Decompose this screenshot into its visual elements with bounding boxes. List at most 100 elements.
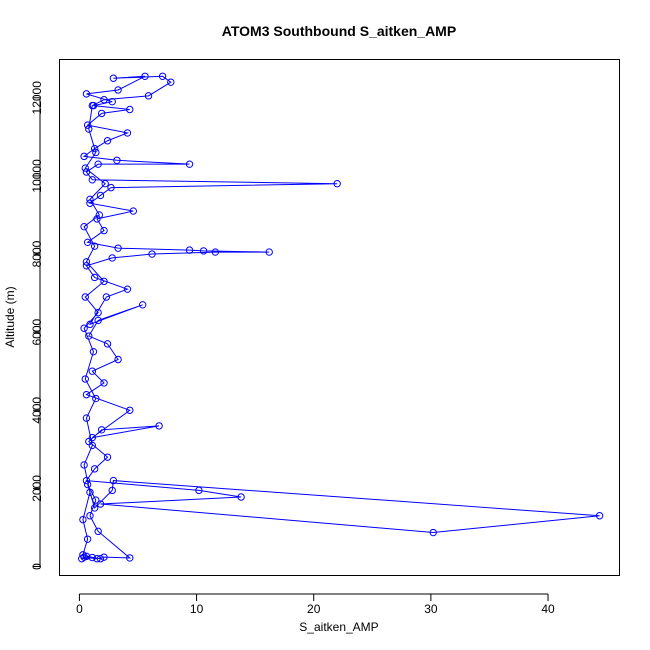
- x-tick-label: 30: [424, 602, 438, 616]
- data-point: [123, 285, 132, 293]
- data-point: [148, 250, 156, 258]
- data-point: [82, 390, 91, 399]
- data-point: [97, 426, 106, 434]
- data-point: [90, 242, 99, 250]
- x-axis-label: S_aitken_AMP: [299, 620, 378, 634]
- y-tick-label: 6000: [30, 318, 44, 345]
- data-point: [85, 332, 93, 340]
- data-point: [86, 320, 94, 329]
- x-tick-label: 10: [190, 602, 204, 616]
- data-point: [103, 340, 112, 348]
- data-point: [96, 191, 105, 200]
- data-point: [102, 293, 111, 301]
- data-point: [94, 160, 102, 168]
- data-point: [100, 277, 108, 286]
- data-point: [101, 180, 109, 188]
- data-point: [83, 238, 92, 247]
- data-point: [138, 301, 147, 309]
- data-point: [195, 486, 203, 495]
- data-point: [108, 97, 116, 106]
- data-point: [123, 129, 132, 137]
- chart-title: ATOM3 Southbound S_aitken_AMP: [222, 23, 456, 39]
- data-point: [80, 461, 88, 469]
- data-point: [80, 553, 88, 561]
- x-tick-label: 20: [307, 602, 321, 616]
- data-point: [126, 105, 134, 114]
- data-point: [211, 248, 220, 256]
- data-point: [93, 215, 101, 223]
- y-tick-label: 4000: [30, 397, 44, 424]
- data-point: [92, 394, 100, 403]
- data-point: [82, 258, 91, 266]
- y-tick-label: 8000: [30, 240, 44, 267]
- data-point: [100, 226, 108, 235]
- data-point: [79, 515, 87, 524]
- data-point: [185, 160, 194, 168]
- data-point: [82, 414, 91, 422]
- y-tick-label: 10000: [30, 159, 44, 193]
- data-point: [80, 222, 88, 231]
- data-point: [88, 441, 97, 450]
- data-point: [81, 293, 89, 301]
- data-point: [83, 121, 92, 129]
- data-point: [103, 137, 112, 145]
- data-point: [113, 156, 121, 164]
- data-point: [90, 504, 99, 512]
- data-point: [90, 144, 99, 153]
- data-point: [88, 433, 97, 442]
- data-point: [100, 379, 108, 387]
- data-point: [109, 74, 118, 82]
- data-point: [94, 316, 102, 325]
- data-point: [129, 207, 138, 215]
- data-point: [88, 101, 97, 110]
- data-point: [90, 465, 99, 473]
- data-point: [95, 211, 104, 219]
- data-point: [595, 512, 604, 520]
- y-tick-label: 2000: [30, 475, 44, 502]
- data-point: [88, 367, 97, 375]
- data-point: [80, 324, 88, 332]
- data-point: [81, 375, 89, 383]
- data-point: [83, 535, 92, 543]
- data-point: [100, 553, 108, 561]
- data-point: [429, 528, 437, 537]
- data-point: [94, 308, 102, 317]
- data-point: [107, 183, 115, 192]
- data-point: [86, 199, 94, 207]
- data-point: [141, 72, 149, 81]
- data-point: [96, 555, 105, 563]
- data-point: [85, 125, 93, 133]
- data-point: [114, 86, 122, 94]
- data-point: [237, 493, 245, 501]
- data-point: [126, 406, 134, 414]
- data-point: [81, 164, 89, 172]
- data-point: [167, 78, 175, 86]
- y-axis-label: Altitude (m): [3, 286, 17, 347]
- data-point: [265, 248, 273, 256]
- data-point: [82, 90, 91, 98]
- data-point: [108, 254, 116, 262]
- data-point: [83, 480, 92, 489]
- data-point: [80, 152, 88, 161]
- series-layer: [78, 72, 604, 563]
- plot-area-frame: [59, 59, 620, 576]
- data-point: [155, 422, 163, 430]
- data-point: [86, 195, 94, 204]
- data-point: [94, 527, 102, 536]
- series-line: [81, 75, 600, 560]
- data-point: [114, 244, 122, 252]
- data-point: [109, 476, 118, 485]
- y-axis: 0 2000 4000 6000 8000 10000 12000: [30, 81, 44, 570]
- x-axis: 0 10 20 30 40: [76, 593, 555, 616]
- data-point: [158, 72, 167, 81]
- data-point: [126, 554, 134, 562]
- x-tick-label: 0: [76, 602, 83, 616]
- data-point: [93, 555, 101, 563]
- data-point: [82, 476, 91, 485]
- data-point: [108, 486, 116, 495]
- data-point: [144, 92, 153, 100]
- y-tick-label: 0: [30, 563, 44, 570]
- x-tick-label: 40: [541, 602, 555, 616]
